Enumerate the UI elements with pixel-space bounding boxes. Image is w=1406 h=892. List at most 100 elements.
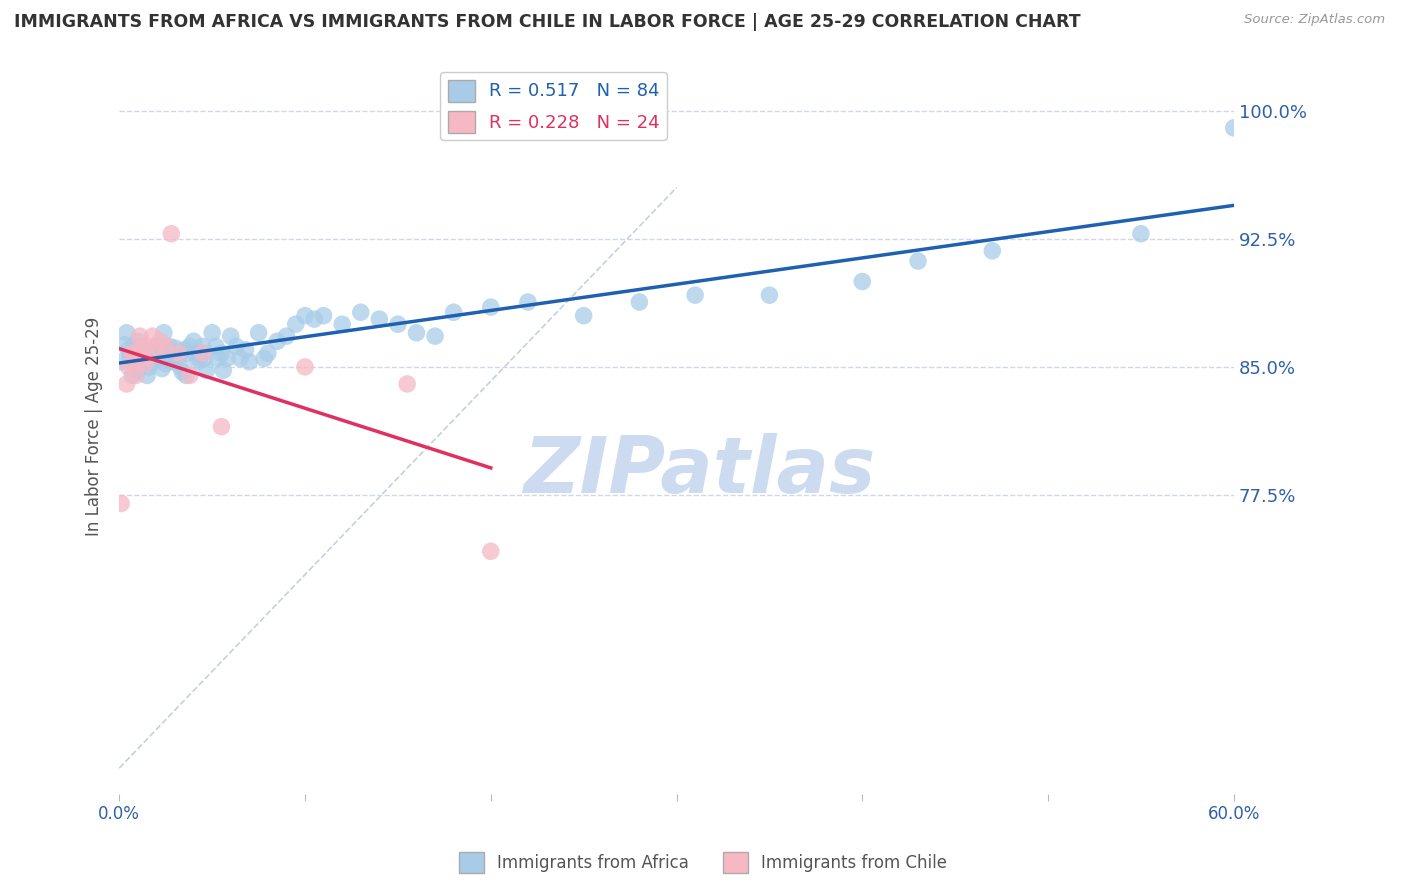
Point	[153, 326, 176, 340]
Point	[142, 329, 165, 343]
Point	[1129, 227, 1152, 241]
Point	[139, 348, 162, 362]
Text: ZIPatlas: ZIPatlas	[523, 433, 875, 508]
Point	[162, 355, 184, 369]
Point	[127, 346, 149, 360]
Point	[304, 312, 326, 326]
Point	[131, 339, 153, 353]
Point	[1223, 120, 1246, 135]
Point	[117, 343, 139, 357]
Point	[188, 351, 211, 366]
Point	[183, 334, 205, 349]
Point	[312, 309, 335, 323]
Point	[628, 295, 651, 310]
Point	[169, 359, 191, 374]
Point	[851, 275, 873, 289]
Point	[516, 295, 538, 310]
Point	[205, 339, 228, 353]
Point	[179, 368, 201, 383]
Point	[572, 309, 595, 323]
Point	[479, 544, 502, 558]
Point	[122, 356, 145, 370]
Point	[247, 326, 270, 340]
Point	[758, 288, 780, 302]
Point	[134, 356, 156, 370]
Text: Source: ZipAtlas.com: Source: ZipAtlas.com	[1244, 13, 1385, 27]
Point	[443, 305, 465, 319]
Point	[174, 368, 197, 383]
Point	[125, 346, 148, 360]
Point	[127, 363, 149, 377]
Point	[423, 329, 446, 343]
Point	[683, 288, 706, 302]
Point	[235, 343, 257, 357]
Point	[201, 326, 224, 340]
Point	[276, 329, 298, 343]
Point	[266, 334, 288, 349]
Point	[150, 361, 173, 376]
Point	[122, 339, 145, 353]
Point	[190, 346, 212, 360]
Point	[981, 244, 1004, 258]
Point	[172, 365, 194, 379]
Point	[145, 346, 167, 360]
Point	[405, 326, 427, 340]
Point	[284, 317, 307, 331]
Point	[156, 346, 179, 360]
Point	[167, 346, 190, 360]
Point	[368, 312, 391, 326]
Point	[120, 351, 142, 366]
Point	[125, 368, 148, 383]
Point	[225, 339, 247, 353]
Point	[142, 355, 165, 369]
Point	[155, 339, 177, 353]
Point	[110, 355, 132, 369]
Point	[114, 337, 136, 351]
Point	[132, 351, 155, 366]
Point	[148, 351, 170, 366]
Point	[136, 339, 159, 353]
Y-axis label: In Labor Force | Age 25-29: In Labor Force | Age 25-29	[86, 317, 103, 536]
Point	[177, 346, 200, 360]
Point	[173, 343, 195, 357]
Point	[149, 334, 172, 349]
Point	[160, 351, 183, 366]
Point	[128, 329, 150, 343]
Point	[294, 309, 316, 323]
Point	[115, 326, 138, 340]
Point	[110, 496, 132, 510]
Point	[294, 359, 316, 374]
Point	[121, 346, 143, 360]
Point	[209, 346, 232, 360]
Point	[167, 350, 190, 364]
Point	[186, 355, 208, 369]
Point	[350, 305, 373, 319]
Point	[117, 359, 139, 374]
Text: IMMIGRANTS FROM AFRICA VS IMMIGRANTS FROM CHILE IN LABOR FORCE | AGE 25-29 CORRE: IMMIGRANTS FROM AFRICA VS IMMIGRANTS FRO…	[14, 13, 1081, 31]
Point	[136, 368, 159, 383]
Legend: Immigrants from Africa, Immigrants from Chile: Immigrants from Africa, Immigrants from …	[453, 846, 953, 880]
Point	[330, 317, 353, 331]
Point	[191, 346, 214, 360]
Point	[159, 339, 181, 353]
Point	[387, 317, 409, 331]
Point	[127, 334, 149, 349]
Point	[191, 339, 214, 353]
Point	[138, 359, 160, 374]
Point	[195, 363, 218, 377]
Point	[194, 351, 217, 366]
Point	[238, 355, 260, 369]
Point	[131, 346, 153, 360]
Point	[115, 376, 138, 391]
Point	[132, 343, 155, 357]
Point	[396, 376, 419, 391]
Point	[229, 351, 252, 366]
Point	[212, 363, 235, 377]
Point	[184, 346, 207, 360]
Legend: R = 0.517   N = 84, R = 0.228   N = 24: R = 0.517 N = 84, R = 0.228 N = 24	[440, 72, 666, 140]
Point	[155, 356, 177, 370]
Point	[145, 339, 167, 353]
Point	[149, 350, 172, 364]
Point	[209, 419, 232, 434]
Point	[166, 346, 188, 360]
